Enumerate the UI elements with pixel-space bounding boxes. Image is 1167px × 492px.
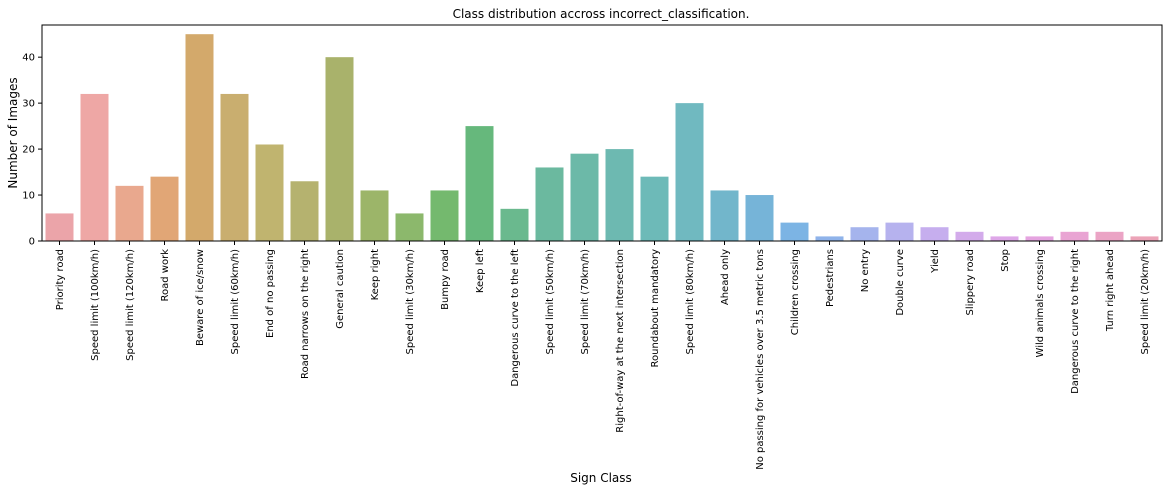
bar-7: [290, 181, 319, 241]
x-tick-label-11: Bumpy road: [440, 249, 451, 310]
bar-27: [990, 236, 1019, 241]
bar-22: [815, 236, 844, 241]
y-axis: 0 10 20 30 40: [22, 53, 42, 248]
bar-26: [955, 231, 984, 241]
bar-15: [570, 153, 599, 241]
bar-12: [465, 126, 494, 241]
bar-10: [395, 213, 424, 241]
x-tick-label-12: Keep left: [475, 249, 486, 293]
y-tick-label-1: 10: [22, 191, 35, 202]
x-tick-label-26: Slippery road: [965, 249, 976, 315]
bar-4: [185, 34, 214, 241]
x-tick-label-30: Turn right ahead: [1105, 249, 1116, 332]
bar-24: [885, 222, 914, 241]
x-tick-label-9: Keep right: [370, 249, 381, 300]
bar-13: [500, 208, 529, 241]
x-tick-label-10: Speed limit (30km/h): [405, 249, 416, 355]
bar-17: [640, 176, 669, 241]
x-tick-label-25: Yield: [930, 249, 941, 274]
bar-20: [745, 195, 774, 241]
x-tick-label-29: Dangerous curve to the right: [1070, 249, 1081, 394]
y-tick-label-4: 40: [22, 53, 35, 64]
x-tick-label-17: Roundabout mandatory: [650, 249, 661, 368]
bar-21: [780, 222, 809, 241]
x-axis: Priority road Speed limit (100km/h) Speed …: [55, 241, 1151, 470]
x-tick-label-1: Speed limit (100km/h): [90, 249, 101, 361]
x-tick-label-19: Ahead only: [720, 249, 731, 305]
x-tick-label-21: Children crossing: [790, 249, 801, 335]
bar-19: [710, 190, 739, 241]
bar-29: [1060, 231, 1089, 241]
y-tick-label-0: 0: [29, 237, 35, 248]
bar-6: [255, 144, 284, 241]
bar-23: [850, 227, 879, 241]
bar-25: [920, 227, 949, 241]
x-tick-label-7: Road narrows on the right: [300, 249, 311, 379]
x-tick-label-3: Road work: [160, 249, 171, 302]
bar-14: [535, 167, 564, 241]
bar-1: [80, 93, 109, 241]
chart-title: Class distribution accross incorrect_cla…: [453, 7, 750, 21]
x-tick-label-16: Right-of-way at the next intersection: [615, 249, 626, 433]
bar-9: [360, 190, 389, 241]
bar-5: [220, 93, 249, 241]
y-tick-label-3: 30: [22, 99, 35, 110]
bar-11: [430, 190, 459, 241]
x-tick-label-24: Double curve: [895, 249, 906, 316]
bar-3: [150, 176, 179, 241]
bar-28: [1025, 236, 1054, 241]
y-axis-label: Number of Images: [6, 77, 20, 188]
bar-31: [1130, 236, 1159, 241]
bar-30: [1095, 231, 1124, 241]
y-tick-label-2: 20: [22, 145, 35, 156]
x-tick-label-18: Speed limit (80km/h): [685, 249, 696, 355]
x-tick-label-15: Speed limit (70km/h): [580, 249, 591, 355]
bar-2: [115, 185, 144, 241]
x-tick-label-23: No entry: [860, 249, 871, 292]
x-tick-label-14: Speed limit (50km/h): [545, 249, 556, 355]
x-tick-label-6: End of no passing: [265, 249, 276, 338]
x-tick-label-4: Beware of ice/snow: [195, 249, 206, 346]
x-tick-label-2: Speed limit (120km/h): [125, 249, 136, 361]
axes-frame: [41, 24, 1163, 242]
x-tick-label-13: Dangerous curve to the left: [510, 249, 521, 387]
bar-0: [45, 213, 74, 241]
x-axis-label: Sign Class: [570, 471, 632, 485]
x-tick-label-8: General caution: [335, 249, 346, 329]
bar-8: [325, 57, 354, 241]
bars-group: [45, 34, 1159, 241]
x-tick-label-20: No passing for vehicles over 3.5 metric …: [755, 249, 766, 470]
bar-18: [675, 103, 704, 241]
x-tick-label-27: Stop: [1000, 249, 1011, 272]
x-tick-label-22: Pedestrians: [825, 249, 836, 307]
x-tick-label-0: Priority road: [55, 249, 66, 310]
x-tick-label-5: Speed limit (60km/h): [230, 249, 241, 355]
bar-16: [605, 149, 634, 241]
x-tick-label-28: Wild animals crossing: [1035, 249, 1046, 357]
x-tick-label-31: Speed limit (20km/h): [1140, 249, 1151, 355]
